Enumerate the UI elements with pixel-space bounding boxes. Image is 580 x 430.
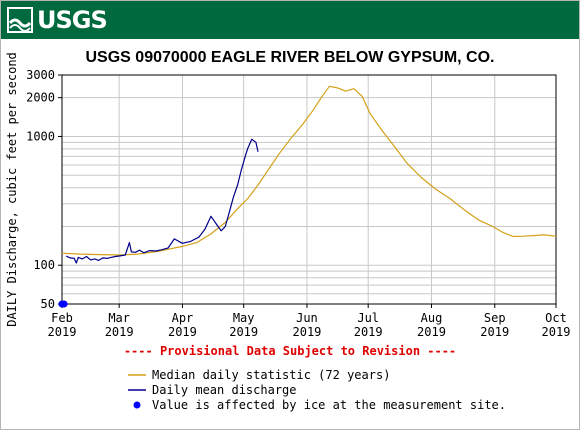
- median-series-line: [61, 85, 557, 256]
- y-tick-label: 50: [41, 297, 55, 311]
- x-tick-label: Sep: [484, 311, 506, 325]
- y-tick-label: 3000: [26, 68, 55, 82]
- y-tick-label: 1000: [26, 129, 55, 143]
- x-tick-label: 2019: [168, 325, 197, 339]
- grid-lines: [61, 74, 557, 305]
- series-lines: [61, 85, 557, 264]
- x-tick-label: Aug: [421, 311, 443, 325]
- legend-item-label: Value is affected by ice at the measurem…: [152, 398, 506, 412]
- x-tick-label: 2019: [229, 325, 258, 339]
- y-axis-ticks: 50 100 1000 2000 3000: [26, 68, 62, 311]
- ice-markers: [58, 300, 68, 308]
- legend-swatch-dot: [133, 401, 141, 409]
- y-axis-label: DAILY Discharge, cubic feet per second: [5, 52, 19, 327]
- usgs-logo[interactable]: USGS: [7, 6, 108, 34]
- x-tick-label: Jul: [357, 311, 379, 325]
- x-tick-label: 2019: [480, 325, 509, 339]
- y-tick-label: 2000: [26, 91, 55, 105]
- x-tick-label: Mar: [108, 311, 130, 325]
- x-tick-label: Oct: [545, 311, 567, 325]
- daily-mean-series-line: [65, 138, 259, 264]
- legend: Median daily statistic (72 years)Daily m…: [128, 368, 506, 412]
- y-tick-label: 100: [33, 258, 55, 272]
- provisional-annotation: ---- Provisional Data Subject to Revisio…: [124, 344, 456, 358]
- x-tick-label: 2019: [417, 325, 446, 339]
- usgs-wave-icon: [7, 7, 33, 33]
- chart-title: USGS 09070000 EAGLE RIVER BELOW GYPSUM, …: [86, 49, 495, 66]
- x-axis-ticks: Feb2019Mar2019Apr2019May2019Jun2019Jul20…: [48, 304, 571, 339]
- x-tick-label: Feb: [51, 311, 73, 325]
- x-tick-label: 2019: [354, 325, 383, 339]
- x-tick-label: 2019: [48, 325, 77, 339]
- x-tick-label: 2019: [542, 325, 571, 339]
- usgs-logo-text: USGS: [37, 6, 108, 34]
- x-tick-label: 2019: [105, 325, 134, 339]
- x-tick-label: 2019: [293, 325, 322, 339]
- plot-area: [61, 74, 557, 305]
- legend-item-label: Daily mean discharge: [152, 383, 297, 397]
- x-tick-label: Jun: [296, 311, 318, 325]
- ice-point: [60, 300, 68, 308]
- x-tick-label: Apr: [172, 311, 194, 325]
- usgs-header-bar: USGS: [1, 1, 579, 39]
- legend-item-label: Median daily statistic (72 years): [152, 368, 390, 382]
- x-tick-label: May: [233, 311, 255, 325]
